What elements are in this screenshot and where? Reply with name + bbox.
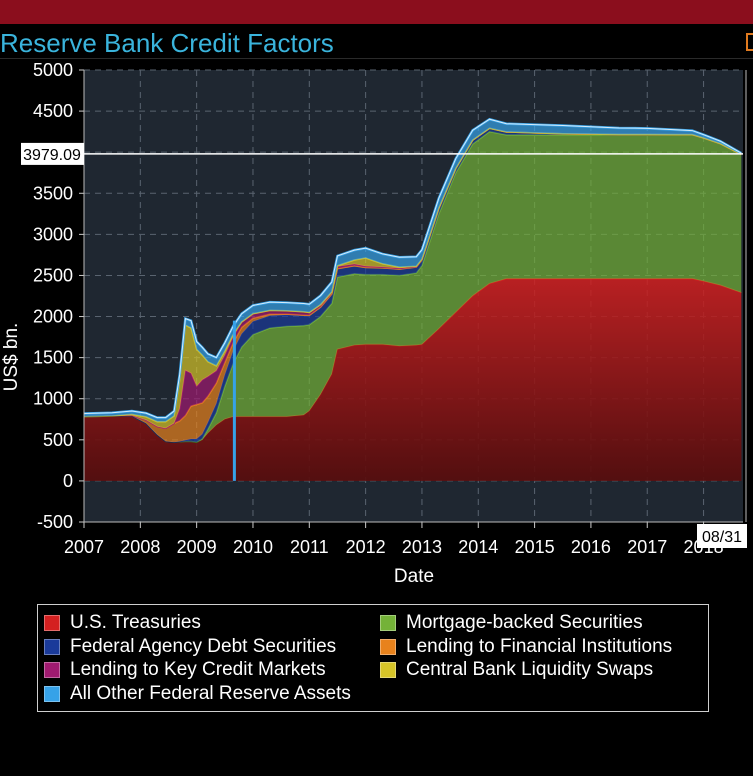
legend-swatch — [380, 615, 396, 631]
x-tick-label: 2013 — [402, 537, 442, 557]
x-tick-label: 2012 — [346, 537, 386, 557]
legend-label: Federal Agency Debt Securities — [70, 636, 337, 657]
y-tick-label: 500 — [43, 430, 73, 450]
treasuries-shade — [84, 278, 742, 481]
panel-bracket-icon — [746, 33, 753, 51]
y-tick-label: 2000 — [33, 307, 73, 327]
callouts: 3979.09 08/31 — [21, 142, 747, 548]
y-tick-label: -500 — [37, 512, 73, 532]
legend-item: Federal Agency Debt Securities — [44, 636, 337, 657]
legend-label: All Other Federal Reserve Assets — [70, 683, 351, 704]
x-tick-label: 2009 — [177, 537, 217, 557]
legend-item: Central Bank Liquidity Swaps — [380, 659, 654, 680]
title-divider — [0, 58, 753, 59]
x-tick-label: 2007 — [64, 537, 104, 557]
y-tick-label: 5000 — [33, 60, 73, 80]
legend-swatch — [44, 639, 60, 655]
x-tick-label: 2017 — [627, 537, 667, 557]
legend-label: Lending to Key Credit Markets — [70, 659, 326, 680]
legend-label: Central Bank Liquidity Swaps — [406, 659, 654, 680]
last-date-box — [697, 524, 747, 548]
legend-swatch — [380, 639, 396, 655]
legend-swatch — [380, 662, 396, 678]
x-axis-label: Date — [394, 566, 434, 587]
legend-swatch — [44, 615, 60, 631]
x-tick-label: 2015 — [515, 537, 555, 557]
legend-label: Mortgage-backed Securities — [406, 612, 643, 633]
stacked-areas — [83, 117, 742, 481]
legend: U.S. Treasuries Mortgage-backed Securitie… — [37, 604, 709, 712]
x-tick-label: 2014 — [458, 537, 498, 557]
chart-area: 5000450040003500300025002000150010005000… — [1, 60, 747, 587]
x-tick-label: 2010 — [233, 537, 273, 557]
y-axis-label: US$ bn. — [1, 323, 22, 392]
chart-title: Reserve Bank Credit Factors — [0, 28, 334, 58]
legend-item: U.S. Treasuries — [44, 612, 201, 633]
y-tick-label: 1000 — [33, 389, 73, 409]
legend-item: Lending to Financial Institutions — [380, 636, 673, 657]
total-line — [83, 118, 742, 419]
y-tick-label: 2500 — [33, 265, 73, 285]
legend-swatch — [44, 662, 60, 678]
area-series-1 — [84, 131, 742, 443]
legend-label: Lending to Financial Institutions — [406, 636, 673, 657]
legend-item: Lending to Key Credit Markets — [44, 659, 326, 680]
last-value-label: 3979.09 — [23, 147, 81, 164]
legend-label: U.S. Treasuries — [70, 612, 201, 633]
x-tick-label: 2008 — [120, 537, 160, 557]
x-tick-label: 2016 — [571, 537, 611, 557]
top-bar — [0, 0, 753, 24]
y-tick-label: 0 — [63, 471, 73, 491]
last-date-label: 08/31 — [702, 529, 742, 546]
y-tick-label: 3000 — [33, 224, 73, 244]
legend-item: All Other Federal Reserve Assets — [44, 683, 351, 704]
y-tick-label: 1500 — [33, 348, 73, 368]
last-value-box — [21, 142, 84, 165]
legend-swatch — [44, 686, 60, 702]
x-tick-label: 2011 — [290, 537, 329, 557]
y-tick-label: 3500 — [33, 183, 73, 203]
y-tick-label: 4500 — [33, 101, 73, 121]
legend-item: Mortgage-backed Securities — [380, 612, 643, 633]
